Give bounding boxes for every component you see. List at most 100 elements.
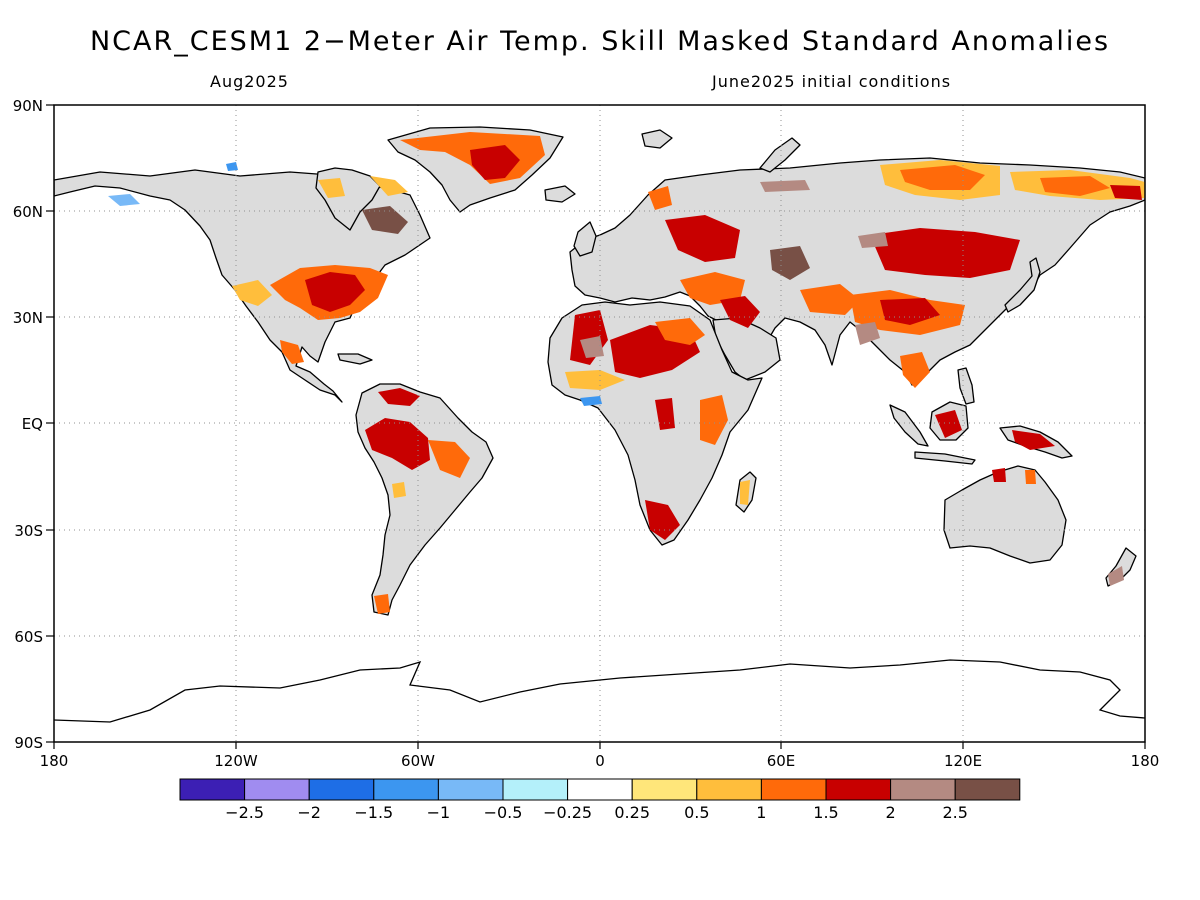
land-iceland	[544, 185, 576, 203]
lat-tick-label: 30N	[13, 309, 43, 327]
colorbar-swatch	[631, 778, 698, 801]
land-eurasia	[569, 157, 1145, 386]
lon-tick-label: 0	[595, 752, 605, 770]
land-sumatra	[889, 404, 929, 447]
lon-ticks	[53, 742, 1146, 749]
anomaly-n-australia	[992, 468, 1006, 482]
anomaly-brazil-yellow	[392, 482, 406, 498]
colorbar-tick-label: 1	[756, 803, 766, 822]
anomaly-amazon-orange	[428, 440, 470, 478]
anomaly-new-guinea	[1012, 430, 1055, 450]
lat-tick-label: 90N	[13, 97, 43, 115]
colorbar-tick-label: 0.5	[684, 803, 709, 822]
colorbar-tick-label: 2	[886, 803, 896, 822]
anomaly-south-africa	[645, 500, 680, 540]
anomaly-central-asia	[870, 228, 1020, 278]
anomaly-siberia-orange	[900, 165, 985, 190]
anomaly-amazon	[365, 418, 430, 470]
colorbar-tick-label: −2	[297, 803, 321, 822]
gridlines	[54, 105, 1145, 742]
colorbar-tick-label: 2.5	[942, 803, 967, 822]
colorbar-swatch	[567, 778, 633, 801]
lat-tick-label: 90S	[14, 734, 43, 752]
anomaly-us-southwest	[232, 280, 272, 306]
colorbar-tick-label: −1	[427, 803, 451, 822]
anomaly-east-africa	[700, 395, 728, 445]
anomaly-greenland-core	[470, 145, 520, 180]
lon-axis: 180 120W 60W 0 60E 120E 180	[40, 752, 1160, 770]
lat-axis: 90N 60N 30N EQ 30S 60S 90S	[13, 97, 43, 752]
anomaly-patagonia	[374, 594, 390, 614]
map-title: NCAR_CESM1 2−Meter Air Temp. Skill Maske…	[89, 26, 1111, 57]
colorbar-swatch	[696, 778, 762, 801]
lat-ticks	[46, 104, 54, 743]
colorbar-swatch	[437, 778, 504, 801]
lon-tick-label: 180	[1131, 752, 1160, 770]
anomaly-hudson	[362, 206, 408, 234]
land-antarctica	[53, 659, 1146, 723]
anomaly-ural-brown	[760, 180, 810, 192]
land-uk	[573, 221, 597, 257]
colorbar-tick-label: 1.5	[813, 803, 838, 822]
anomaly-aleutian-blue	[226, 162, 238, 171]
anomaly-gulf-guinea-blue	[580, 396, 602, 406]
anomaly-sahel-yellow	[565, 370, 625, 390]
colorbar-tick-label: −0.5	[484, 803, 523, 822]
anomaly-mediterranean	[680, 272, 745, 305]
colorbar-swatch	[760, 778, 827, 801]
anomaly-ne-siberia-orange	[1040, 176, 1110, 196]
anomaly-scandinavia	[648, 186, 672, 210]
anomaly-n-australia-orange	[1025, 470, 1036, 484]
lon-tick-label: 120E	[944, 752, 982, 770]
colorbar-labels: −2.5 −2 −1.5 −1 −0.5 −0.25 0.25 0.5 1 1.5 2 2.5	[225, 803, 968, 822]
colorbar-tick-label: −0.25	[543, 803, 592, 822]
anomaly-sahara-orange	[655, 318, 705, 345]
anomaly-layer	[108, 132, 1145, 614]
lat-tick-label: 60S	[14, 628, 43, 646]
anomaly-n-sa	[378, 388, 420, 406]
anomaly-middle-east	[720, 296, 760, 328]
colorbar-swatch	[825, 778, 892, 801]
anomaly-arctic-can	[318, 178, 345, 198]
land-java	[914, 451, 976, 465]
anomaly-baffin	[370, 176, 408, 196]
target-month-label: Aug2025	[210, 72, 289, 91]
colorbar-swatch	[954, 778, 1021, 801]
anomaly-caspian-brown	[770, 246, 810, 280]
colorbar-swatch	[502, 778, 569, 801]
anomaly-e-europe	[665, 215, 740, 262]
lon-tick-label: 120W	[214, 752, 258, 770]
anomaly-mongolia-brown	[858, 232, 888, 248]
anomaly-madagascar	[740, 480, 750, 505]
anomaly-iran	[800, 284, 860, 315]
anomaly-far-east-red	[1110, 185, 1142, 200]
anomaly-westafrica-brown	[580, 336, 604, 358]
land-philippines	[957, 367, 975, 405]
anomaly-mexico	[280, 340, 304, 364]
colorbar-swatch	[890, 778, 956, 801]
land-novaya-zemlya	[759, 137, 801, 173]
land-caribbean	[337, 353, 373, 365]
land-south-america	[355, 383, 494, 616]
colorbar-swatch	[244, 778, 310, 801]
colorbar-swatch	[308, 778, 375, 801]
lon-tick-label: 180	[40, 752, 69, 770]
anomaly-borneo	[935, 410, 962, 438]
colorbar-tick-label: 0.25	[614, 803, 650, 822]
colorbar-swatch	[179, 778, 246, 801]
anomaly-new-zealand	[1108, 566, 1124, 586]
lon-tick-label: 60W	[401, 752, 435, 770]
colorbar-swatches	[179, 778, 1021, 801]
anomaly-china-red	[880, 298, 940, 325]
anomaly-indochina	[900, 352, 930, 388]
colorbar-swatch	[373, 778, 439, 801]
lat-tick-label: 30S	[14, 522, 43, 540]
anomaly-east-africa-red	[655, 398, 675, 430]
anomaly-us-east-core	[305, 272, 365, 312]
colorbar: −2.5 −2 −1.5 −1 −0.5 −0.25 0.25 0.5 1 1.5 2 2.5	[179, 778, 1021, 822]
colorbar-tick-label: −2.5	[225, 803, 264, 822]
initial-conditions-label: June2025 initial conditions	[712, 72, 952, 91]
lat-tick-label: EQ	[22, 415, 43, 433]
lon-tick-label: 60E	[767, 752, 796, 770]
